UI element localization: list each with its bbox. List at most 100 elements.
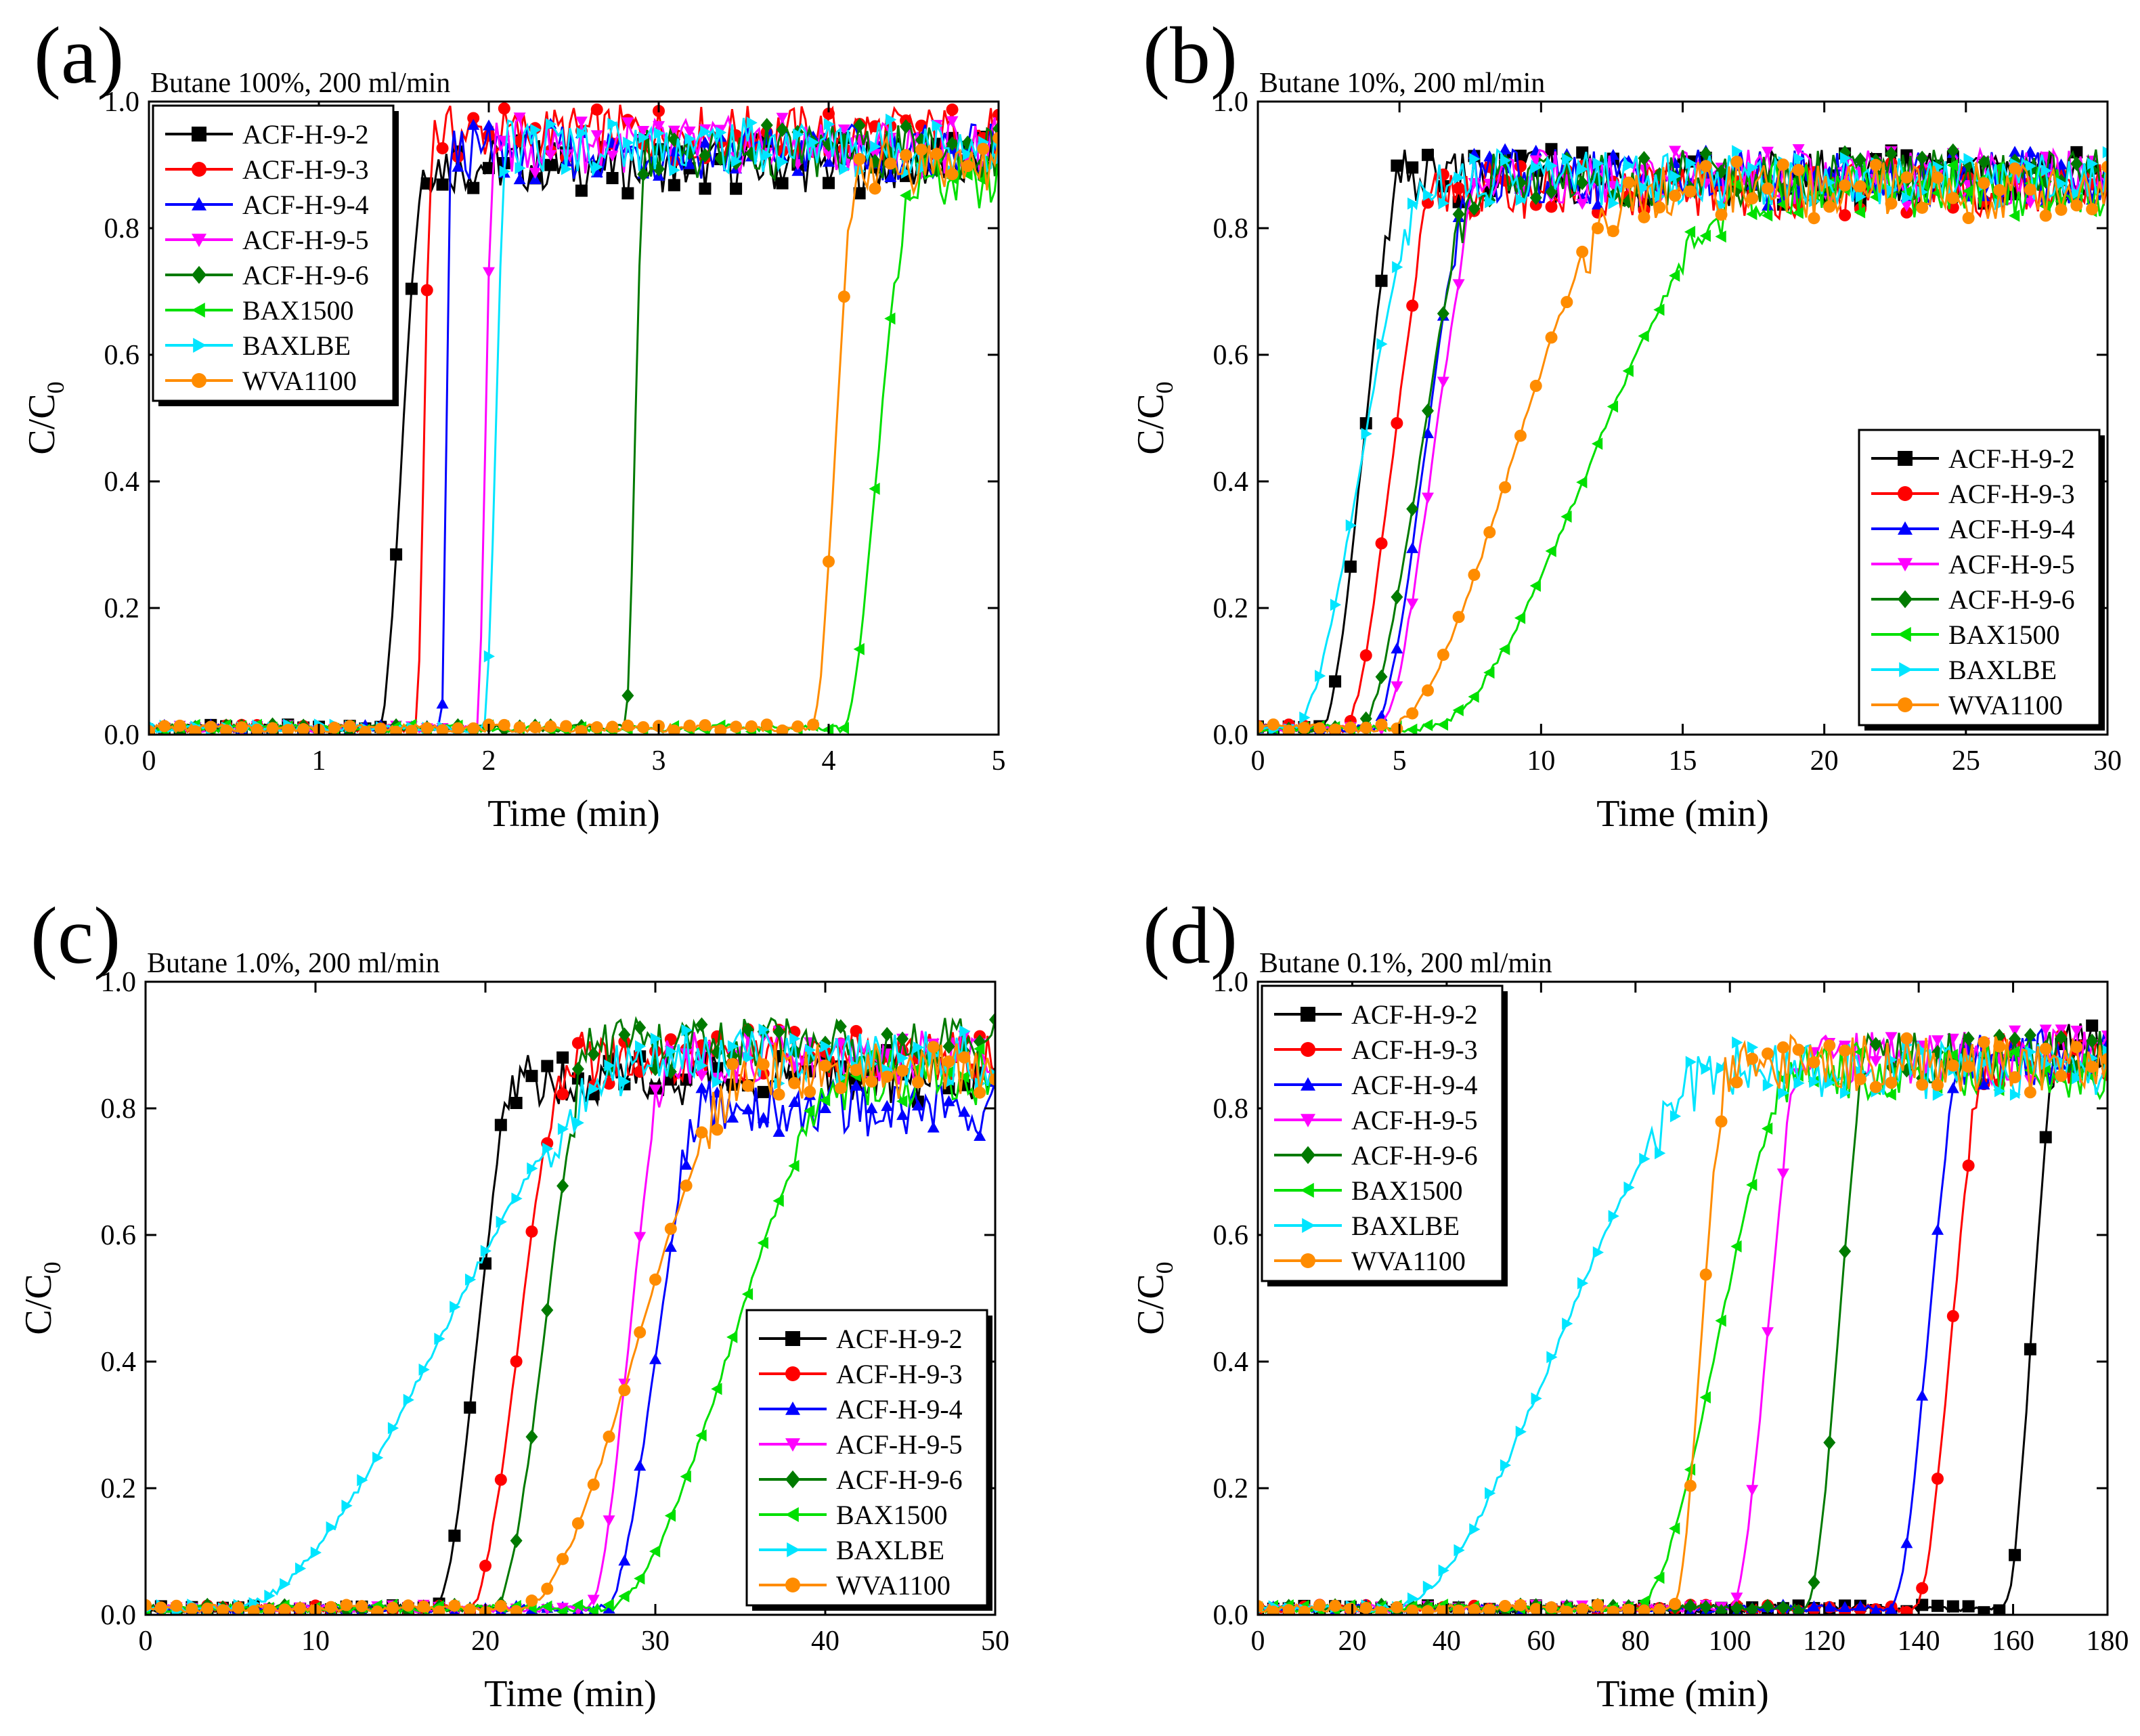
data-point (699, 148, 712, 163)
data-point (1607, 225, 1619, 238)
data-point (1344, 1603, 1357, 1615)
data-point (1330, 599, 1342, 611)
data-point (1468, 691, 1479, 703)
data-point (788, 1095, 801, 1108)
data-point (483, 650, 495, 663)
y-tick-label: 1.0 (1213, 967, 1249, 998)
legend-marker (1898, 697, 1913, 712)
data-point (2055, 1030, 2068, 1045)
legend-marker (192, 234, 206, 247)
data-point (556, 1051, 569, 1064)
data-point (606, 172, 619, 185)
data-point (1468, 201, 1481, 216)
data-point (1839, 209, 1852, 221)
data-point (1669, 1597, 1682, 1610)
data-point (695, 1126, 708, 1139)
data-point (1577, 162, 1589, 175)
data-point (1839, 1044, 1852, 1057)
data-point (1298, 721, 1311, 734)
data-point (1391, 1601, 1403, 1613)
data-point (946, 168, 959, 181)
data-point (621, 187, 634, 200)
data-point (556, 1553, 569, 1565)
legend-marker (785, 1366, 800, 1381)
data-point (556, 1178, 569, 1194)
legend-marker (193, 338, 206, 353)
data-point (420, 284, 433, 297)
data-point (1608, 197, 1619, 210)
chart-panel: (a) Butane 100%, 200 ml/min 0 1 2 3 4 5 0.0 0.2 0.… (21, 10, 1006, 835)
data-point (1762, 1079, 1774, 1091)
data-point (757, 1058, 770, 1071)
data-point (1515, 194, 1527, 207)
data-point (575, 184, 588, 197)
data-point (499, 165, 510, 178)
axes-frame (144, 980, 997, 1616)
data-point (958, 1051, 971, 1064)
data-point (1732, 145, 1743, 158)
data-point (1422, 1580, 1434, 1593)
data-point (1715, 1115, 1728, 1128)
data-point (1823, 1435, 1836, 1450)
x-tick-label: 5 (992, 745, 1006, 777)
data-point (1469, 152, 1481, 165)
data-point (619, 1075, 631, 1088)
legend-marker (1301, 1007, 1315, 1022)
data-point (664, 1509, 676, 1522)
data-point (525, 1225, 538, 1238)
data-point (324, 1601, 337, 1613)
data-point (515, 162, 526, 175)
data-point (1499, 174, 1512, 187)
legend-label: ACF-H-9-2 (836, 1324, 963, 1354)
data-point (1946, 1309, 1959, 1322)
data-point (757, 1236, 768, 1249)
data-point (683, 126, 696, 138)
data-point (1669, 190, 1682, 202)
data-point (2102, 146, 2108, 158)
data-point (618, 1027, 631, 1042)
data-point (834, 1019, 847, 1034)
data-point (1454, 171, 1465, 184)
data-point (2009, 1045, 2020, 1058)
data-point (1684, 185, 1697, 198)
data-point (1808, 1600, 1820, 1611)
data-point (1545, 200, 1558, 213)
data-point (896, 1108, 909, 1121)
legend-label: BAX1500 (1351, 1175, 1462, 1206)
data-point (757, 1112, 770, 1123)
data-point (1808, 1056, 1820, 1068)
legend-item: ACF-H-9-5 (1871, 549, 2075, 580)
data-point (900, 119, 913, 134)
data-point (881, 1026, 894, 1042)
data-point (1900, 206, 1913, 219)
series-baxlbe (1258, 145, 2108, 735)
legend: ACF-H-9-2 ACF-H-9-3 ACF-H-9-4 ACF-H-9-5 ACF-… (1858, 429, 2105, 731)
data-point (1344, 721, 1357, 734)
x-tick-label: 20 (471, 1626, 500, 1657)
data-point (1499, 1599, 1512, 1612)
legend-marker (1301, 1077, 1315, 1091)
data-point (2039, 1043, 2052, 1056)
data-point (2024, 1343, 2036, 1355)
data-point (541, 1600, 552, 1613)
data-point (1699, 160, 1712, 173)
data-point (1282, 1604, 1295, 1615)
x-tick-label: 2 (482, 745, 496, 777)
data-point (1962, 156, 1975, 172)
data-point (374, 722, 387, 735)
data-point (2087, 157, 2099, 170)
legend-label: ACF-H-9-5 (1948, 549, 2075, 580)
data-point (1562, 1318, 1573, 1330)
data-point (371, 1605, 384, 1615)
data-point (1577, 1277, 1589, 1290)
data-point (1376, 338, 1388, 351)
data-point (1299, 711, 1311, 724)
data-point (1978, 1036, 1990, 1049)
data-point (1313, 1599, 1326, 1611)
data-point (896, 1064, 909, 1077)
data-point (618, 1590, 630, 1603)
data-point (149, 724, 155, 735)
data-point (170, 1599, 183, 1612)
data-point (961, 135, 974, 150)
data-point (807, 718, 820, 731)
